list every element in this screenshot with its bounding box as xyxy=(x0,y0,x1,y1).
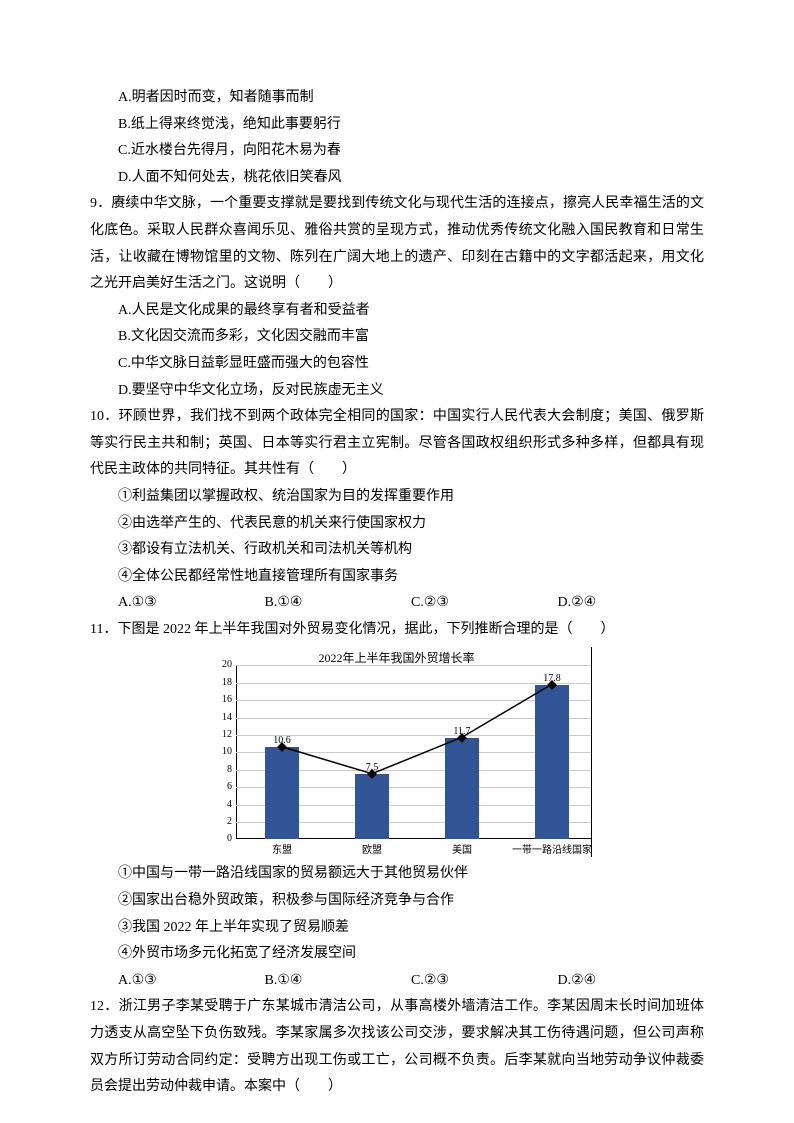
q10-options: A.①③ B.①④ C.②③ D.②④ xyxy=(90,590,704,617)
y-tick-label: 4 xyxy=(202,800,232,810)
q11-options: A.①③ B.①④ C.②③ D.②④ xyxy=(90,968,704,995)
q11-stmt-2: ②国家出台稳外贸政策，积极参与国际经济竞争与合作 xyxy=(90,888,704,915)
q10-text: 10．环顾世界，我们找不到两个政体完全相同的国家：中国实行人民代表大会制度；美国… xyxy=(90,404,704,484)
q10-stmt-2: ②由选举产生的、代表民意的机关来行使国家权力 xyxy=(90,511,704,538)
chart-title: 2022年上半年我国外贸增长率 xyxy=(202,647,591,670)
bar xyxy=(265,747,299,839)
q11-text: 11．下图是 2022 年上半年我国对外贸易变化情况，据此，下列推断合理的是（ … xyxy=(90,617,704,644)
q9-text: 9．赓续中华文脉，一个重要支撑就是要找到传统文化与现代生活的连接点，擦亮人民幸福… xyxy=(90,191,704,297)
y-tick-label: 20 xyxy=(202,660,232,670)
q10-stmt-1: ①利益集团以掌握政权、统治国家为目的发挥重要作用 xyxy=(90,484,704,511)
q10-stmt-3: ③都设有立法机关、行政机关和司法机关等机构 xyxy=(90,537,704,564)
y-tick-label: 8 xyxy=(202,765,232,775)
q11-stmt-1: ①中国与一带一路沿线国家的贸易额远大于其他贸易伙伴 xyxy=(90,861,704,888)
trade-growth-chart: 2022年上半年我国外贸增长率 0246810121416182010.6东盟7… xyxy=(202,647,592,857)
x-tick-label: 美国 xyxy=(452,845,472,857)
q8-option-c: C.近水楼台先得月，向阳花木易为春 xyxy=(90,138,704,165)
q10-option-b: B.①④ xyxy=(265,590,412,617)
q11-option-b: B.①④ xyxy=(265,968,412,995)
q11-stmt-3: ③我国 2022 年上半年实现了贸易顺差 xyxy=(90,915,704,942)
q10-option-d: D.②④ xyxy=(558,590,705,617)
y-tick-label: 6 xyxy=(202,782,232,792)
q12-text: 12．浙江男子李某受聘于广东某城市清洁公司，从事高楼外墙清洁工作。李某因周末长时… xyxy=(90,994,704,1100)
bar xyxy=(355,774,389,839)
y-tick-label: 16 xyxy=(202,695,232,705)
q10-stmt-4: ④全体公民都经常性地直接管理所有国家事务 xyxy=(90,564,704,591)
q9-option-c: C.中华文脉日益彰显旺盛而强大的包容性 xyxy=(90,351,704,378)
y-tick-label: 14 xyxy=(202,713,232,723)
q8-option-a: A.明者因时而变，知者随事而制 xyxy=(90,85,704,112)
y-tick-label: 10 xyxy=(202,747,232,757)
q8-option-d: D.人面不知何处去，桃花依旧笑春风 xyxy=(90,165,704,192)
q9-option-a: A.人民是文化成果的最终享有者和受益者 xyxy=(90,298,704,325)
x-tick-label: 东盟 xyxy=(272,845,292,857)
q9-option-b: B.文化因交流而多彩，文化因交融而丰富 xyxy=(90,324,704,351)
bar xyxy=(535,685,569,840)
q10-option-a: A.①③ xyxy=(118,590,265,617)
bar xyxy=(445,738,479,840)
q8-option-b: B.纸上得来终觉浅，绝知此事要躬行 xyxy=(90,112,704,139)
q11-stmt-4: ④外贸市场多元化拓宽了经济发展空间 xyxy=(90,941,704,968)
q9-option-d: D.要坚守中华文化立场，反对民族虚无主义 xyxy=(90,378,704,405)
y-tick-label: 0 xyxy=(202,834,232,844)
y-tick-label: 2 xyxy=(202,817,232,827)
q11-option-a: A.①③ xyxy=(118,968,265,995)
q10-option-c: C.②③ xyxy=(411,590,558,617)
y-tick-label: 12 xyxy=(202,730,232,740)
q11-option-d: D.②④ xyxy=(558,968,705,995)
q11-option-c: C.②③ xyxy=(411,968,558,995)
x-tick-label: 欧盟 xyxy=(362,845,382,857)
x-tick-label: 一带一路沿线国家 xyxy=(512,845,592,857)
y-tick-label: 18 xyxy=(202,678,232,688)
